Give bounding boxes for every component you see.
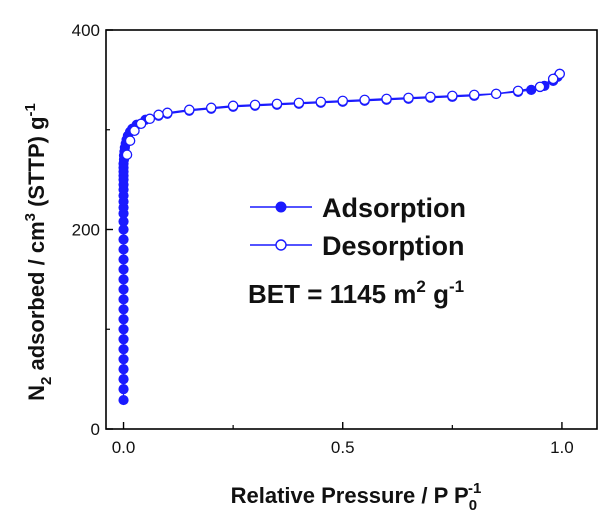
bet-annotation-sup2: -1	[449, 277, 464, 296]
desorption-point	[129, 125, 140, 136]
desorption-point	[425, 91, 436, 103]
desorption-point	[512, 85, 524, 97]
adsorption-point	[118, 374, 129, 385]
desorption-point	[447, 90, 458, 102]
y-axis-title-sup: 3	[22, 213, 39, 221]
adsorption-point	[118, 364, 129, 375]
adsorption-point	[118, 294, 129, 305]
desorption-point	[153, 109, 164, 121]
x-axis-title-main: Relative Pressure / P P	[231, 483, 469, 508]
adsorption-point	[526, 84, 537, 95]
desorption-point	[162, 107, 173, 119]
x-tick-label: 1.0	[550, 438, 574, 457]
desorption-point	[381, 93, 392, 105]
desorption-point	[271, 98, 283, 110]
y-axis-title: N2 adsorbed / cm3 (STTP) g-1	[22, 103, 55, 401]
x-axis-title: Relative Pressure / P P0-1	[231, 480, 482, 511]
adsorption-point	[118, 384, 129, 395]
adsorption-point	[118, 334, 129, 345]
adsorption-point	[118, 244, 129, 255]
desorption-point	[184, 104, 195, 116]
bet-annotation: BET = 1145 m2 g-1	[248, 277, 464, 309]
y-tick-label: 0	[91, 420, 100, 439]
desorption-point	[547, 73, 559, 85]
y-axis-title-sub: 2	[38, 377, 55, 385]
adsorption-point	[118, 314, 129, 325]
y-axis-title-mid: adsorbed / cm	[24, 221, 49, 376]
adsorption-point	[118, 354, 129, 365]
x-axis-title-sub: 0	[469, 497, 477, 511]
y-axis-title-n: N	[24, 385, 49, 401]
desorption-point	[205, 102, 217, 114]
desorption-point	[124, 135, 136, 146]
bet-annotation-main: BET = 1145 m	[248, 279, 416, 309]
desorption-point	[337, 95, 348, 107]
legend-adsorption-label: Adsorption	[322, 193, 466, 223]
y-tick-label: 400	[72, 21, 100, 40]
adsorption-point	[118, 264, 129, 275]
desorption-point	[249, 99, 261, 111]
legend-desorption-label: Desorption	[322, 231, 465, 261]
desorption-point	[403, 92, 414, 104]
y-axis-ticks: 0 200 400	[72, 21, 113, 439]
bet-annotation-mid: g	[426, 279, 449, 309]
desorption-point	[315, 96, 327, 108]
bet-annotation-sup: 2	[416, 277, 425, 296]
desorption-point	[534, 81, 546, 93]
y-axis-title-tail: (STTP) g	[24, 116, 49, 213]
legend-desorption-marker	[275, 239, 287, 251]
adsorption-point	[118, 254, 129, 265]
desorption-point	[144, 113, 156, 125]
desorption-point	[293, 97, 305, 109]
adsorption-point	[118, 234, 129, 245]
x-axis-title-sup: -1	[468, 480, 481, 497]
desorption-point	[490, 88, 502, 100]
adsorption-point	[118, 324, 129, 335]
x-tick-label: 0.5	[331, 438, 355, 457]
adsorption-point	[118, 304, 129, 315]
adsorption-point	[118, 394, 129, 406]
y-tick-label: 200	[72, 221, 100, 240]
x-tick-label: 0.0	[112, 438, 136, 457]
legend: Adsorption Desorption	[250, 193, 466, 261]
adsorption-point	[118, 284, 129, 295]
adsorption-point	[118, 274, 129, 285]
desorption-series-markers	[121, 68, 565, 160]
desorption-point	[359, 94, 370, 106]
x-axis-ticks: 0.0 0.5 1.0	[112, 422, 574, 457]
desorption-point	[468, 89, 480, 101]
desorption-point	[135, 118, 147, 130]
y-axis-title-sup2: -1	[22, 103, 39, 116]
desorption-point	[227, 100, 239, 112]
desorption-point	[121, 149, 133, 160]
adsorption-point	[118, 344, 129, 355]
legend-adsorption-marker	[275, 201, 287, 213]
